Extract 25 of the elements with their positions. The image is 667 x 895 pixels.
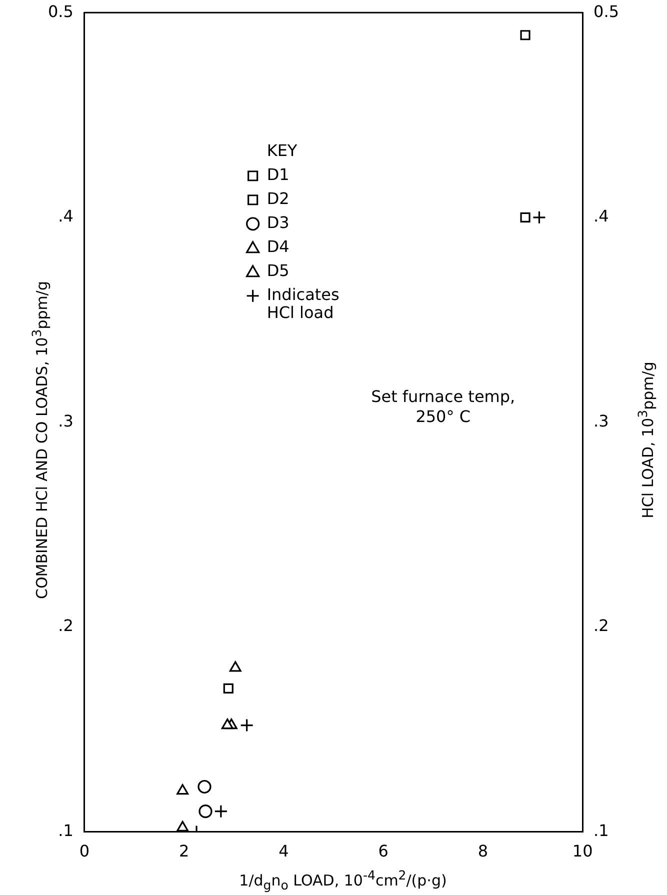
text: 1/d$_{g}$n$_{o}$ LOAD, 10$^{-4}$cm$^{2}$/(p·g) [239, 868, 447, 892]
y2-tick-label: .1 [594, 820, 609, 840]
legend-label: Indicates HCl load [266, 285, 340, 322]
y-tick-label: .3 [58, 411, 74, 430]
x-tick-label: 2 [178, 842, 190, 861]
legend-label: D2 [266, 189, 290, 208]
legend-label: D3 [266, 213, 290, 232]
annotation: Set furnace temp, 250° C [371, 386, 516, 426]
y-tick-label: 0.5 [48, 2, 74, 21]
y2-tick-label: .4 [594, 206, 609, 226]
y-tick-label: .1 [58, 820, 74, 840]
y2-tick-label: .3 [594, 411, 609, 430]
y-tick-label: .2 [58, 616, 74, 636]
x-tick-label: 6 [378, 842, 388, 861]
legend-label: D5 [266, 261, 290, 280]
legend-title: KEY [266, 141, 298, 160]
x-tick-label: 4 [278, 842, 289, 861]
x-tick-label: 0 [79, 842, 90, 861]
legend-label: D1 [266, 165, 290, 184]
y2-tick-label: 0.5 [594, 2, 620, 21]
x-tick-label: 10 [572, 842, 593, 861]
x-tick-label: 8 [478, 842, 488, 861]
y2-tick-label: .2 [594, 616, 609, 636]
y-tick-label: .4 [58, 206, 74, 226]
legend-label: D4 [266, 237, 290, 256]
